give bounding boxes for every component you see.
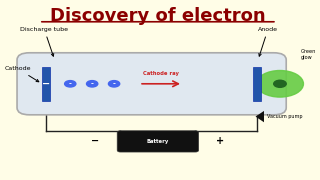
Text: Discovery of electron: Discovery of electron [50, 7, 266, 25]
Text: −: − [91, 136, 99, 145]
Circle shape [108, 81, 120, 87]
FancyBboxPatch shape [17, 53, 286, 115]
Text: Vacuum pump: Vacuum pump [267, 114, 302, 119]
Text: -: - [113, 81, 116, 87]
Text: Battery: Battery [147, 139, 169, 144]
Text: −: − [42, 79, 50, 89]
Circle shape [65, 81, 76, 87]
FancyBboxPatch shape [117, 131, 199, 152]
FancyBboxPatch shape [253, 67, 261, 101]
Text: Anode: Anode [258, 26, 278, 56]
Text: Cathode ray: Cathode ray [143, 71, 179, 76]
Circle shape [274, 80, 286, 87]
FancyBboxPatch shape [42, 67, 50, 101]
Text: Discharge tube: Discharge tube [20, 26, 68, 56]
Circle shape [86, 81, 98, 87]
Text: -: - [91, 81, 93, 87]
Text: Cathode: Cathode [4, 66, 39, 82]
Circle shape [257, 71, 303, 97]
Polygon shape [256, 111, 264, 122]
Text: Green
glow: Green glow [300, 49, 316, 60]
Text: +: + [216, 136, 225, 145]
Text: -: - [69, 81, 72, 87]
